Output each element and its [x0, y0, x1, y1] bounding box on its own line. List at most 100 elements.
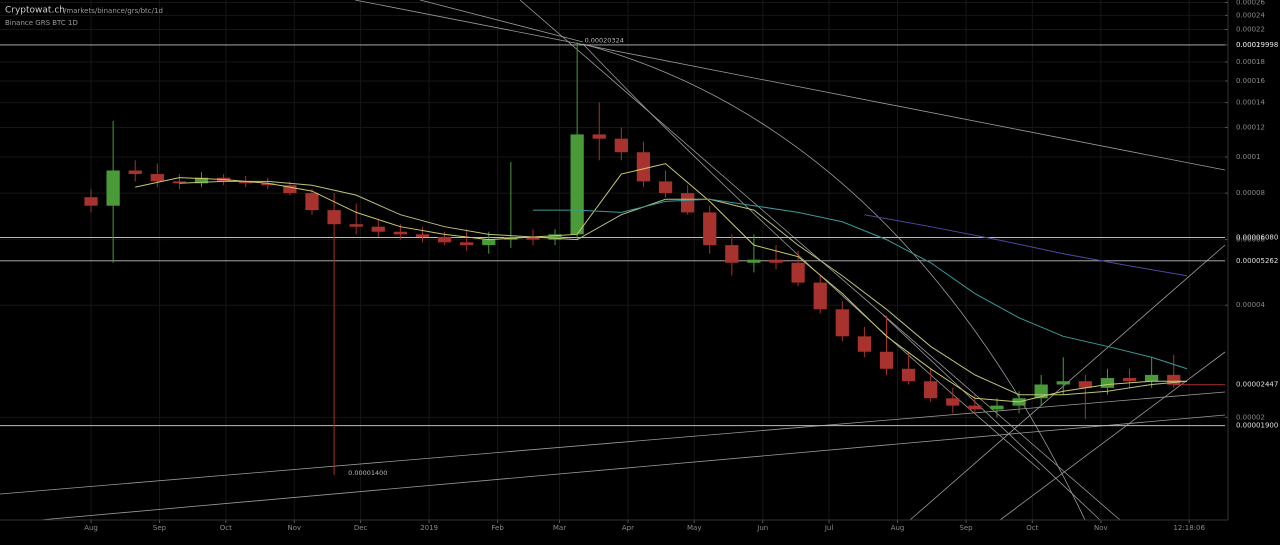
x-tick-label: Oct: [1026, 524, 1038, 532]
market-label: Binance GRS BTC 1D: [5, 19, 78, 27]
x-tick-label: May: [687, 524, 701, 532]
candle-body: [393, 231, 408, 235]
y-tick-label: 0.00012: [1236, 124, 1265, 132]
trendline: [39, 414, 1226, 521]
candle-body: [570, 134, 584, 235]
y-tick-label: 0.00016: [1236, 77, 1265, 85]
candle-body: [150, 174, 164, 182]
candle-body: [592, 134, 606, 139]
candle-body: [990, 405, 1004, 410]
candle-body: [526, 236, 540, 240]
candle-body: [371, 226, 385, 232]
candle-body: [106, 170, 120, 206]
candle-body: [614, 138, 628, 153]
candle-body: [769, 259, 783, 263]
x-tick-label: Jun: [756, 524, 768, 532]
x-tick-label: Feb: [491, 524, 504, 532]
x-tick-label: Aug: [891, 524, 905, 532]
candle-body: [194, 177, 209, 184]
indicator-line: [532, 198, 1188, 370]
candle-body: [84, 197, 98, 206]
y-tick-label: 0.00024: [1236, 11, 1265, 19]
x-tick-label: Jul: [824, 524, 834, 532]
candle-body: [636, 152, 651, 182]
x-tick-label: Nov: [287, 524, 301, 532]
candle-body: [924, 381, 938, 399]
candle-body: [548, 234, 562, 240]
trendline: [354, 0, 1226, 171]
candle-body: [813, 282, 827, 310]
candle-body: [791, 262, 805, 283]
level-label: 0.00006080: [1236, 233, 1278, 241]
trendline: [999, 351, 1226, 521]
x-tick-label: Nov: [1094, 524, 1108, 532]
level-label: 0.00001900: [1236, 422, 1278, 430]
candle-body: [703, 212, 717, 246]
candle-body: [946, 398, 960, 406]
y-tick-label: 0.0002: [1236, 41, 1261, 49]
candle-body: [482, 239, 496, 246]
candle-body: [1056, 381, 1070, 385]
indicator-line: [135, 163, 1187, 403]
level-label: 0.00019998: [1236, 41, 1278, 49]
y-tick-label: 0.00022: [1236, 25, 1265, 33]
y-tick-label: 0.00002: [1236, 413, 1265, 421]
candle-body: [239, 181, 253, 184]
candle-body: [283, 185, 297, 194]
candle-body: [128, 170, 142, 175]
candle-body: [1100, 378, 1115, 388]
indicator-line: [864, 214, 1188, 277]
x-tick-label: Oct: [220, 524, 232, 532]
candle-body: [1167, 374, 1181, 385]
candle-body: [747, 259, 761, 263]
current-price-label: 0.00002447: [1236, 381, 1278, 389]
candle-body: [460, 242, 474, 246]
candle-body: [879, 351, 894, 369]
y-tick-label: 0.0001: [1236, 153, 1261, 161]
candle-body: [901, 368, 916, 382]
y-tick-label: 0.00008: [1236, 189, 1265, 197]
candle-body: [658, 181, 673, 194]
x-tick-label: Apr: [622, 524, 634, 532]
candle-body: [349, 224, 363, 227]
x-tick-label: 12:18:06: [1173, 524, 1205, 532]
arc: [582, 43, 1086, 521]
candle-body: [680, 193, 695, 213]
candle-body: [1122, 378, 1137, 382]
site-name[interactable]: Cryptowat.ch: [5, 6, 65, 16]
level-label: 0.00005262: [1236, 257, 1278, 265]
candle-body: [172, 181, 187, 184]
candle-body: [437, 236, 452, 243]
y-tick-label: 0.00018: [1236, 58, 1265, 66]
market-path: /markets/binance/grs/btc/1d: [64, 7, 163, 15]
indicator-line: [179, 180, 1188, 396]
candle-body: [725, 245, 739, 263]
candle-body: [1145, 374, 1159, 382]
candle-body: [835, 309, 849, 337]
candle-body: [261, 183, 275, 186]
candle-body: [327, 210, 341, 225]
y-tick-label: 0.00006: [1236, 236, 1265, 244]
trendline: [882, 314, 1101, 521]
y-tick-label: 0.00014: [1236, 99, 1265, 107]
candle-body: [857, 336, 872, 352]
x-tick-label: Mar: [553, 524, 566, 532]
x-tick-label: Sep: [959, 524, 973, 532]
y-tick-label: 0.00004: [1236, 301, 1265, 309]
x-tick-label: Aug: [84, 524, 98, 532]
trendline: [0, 391, 1226, 495]
y-tick-label: 0.00026: [1236, 0, 1265, 6]
candle-body: [415, 234, 430, 237]
annotation: 0.00020324: [585, 36, 624, 44]
arc: [582, 43, 1041, 471]
candle-body: [968, 405, 982, 410]
x-tick-label: Dec: [354, 524, 368, 532]
trendline: [419, 0, 584, 43]
candle-body: [1078, 381, 1092, 388]
candle-body: [305, 193, 319, 211]
x-tick-label: 2019: [420, 524, 438, 532]
annotation: 0.00001400: [348, 469, 387, 477]
x-tick-label: Sep: [153, 524, 167, 532]
